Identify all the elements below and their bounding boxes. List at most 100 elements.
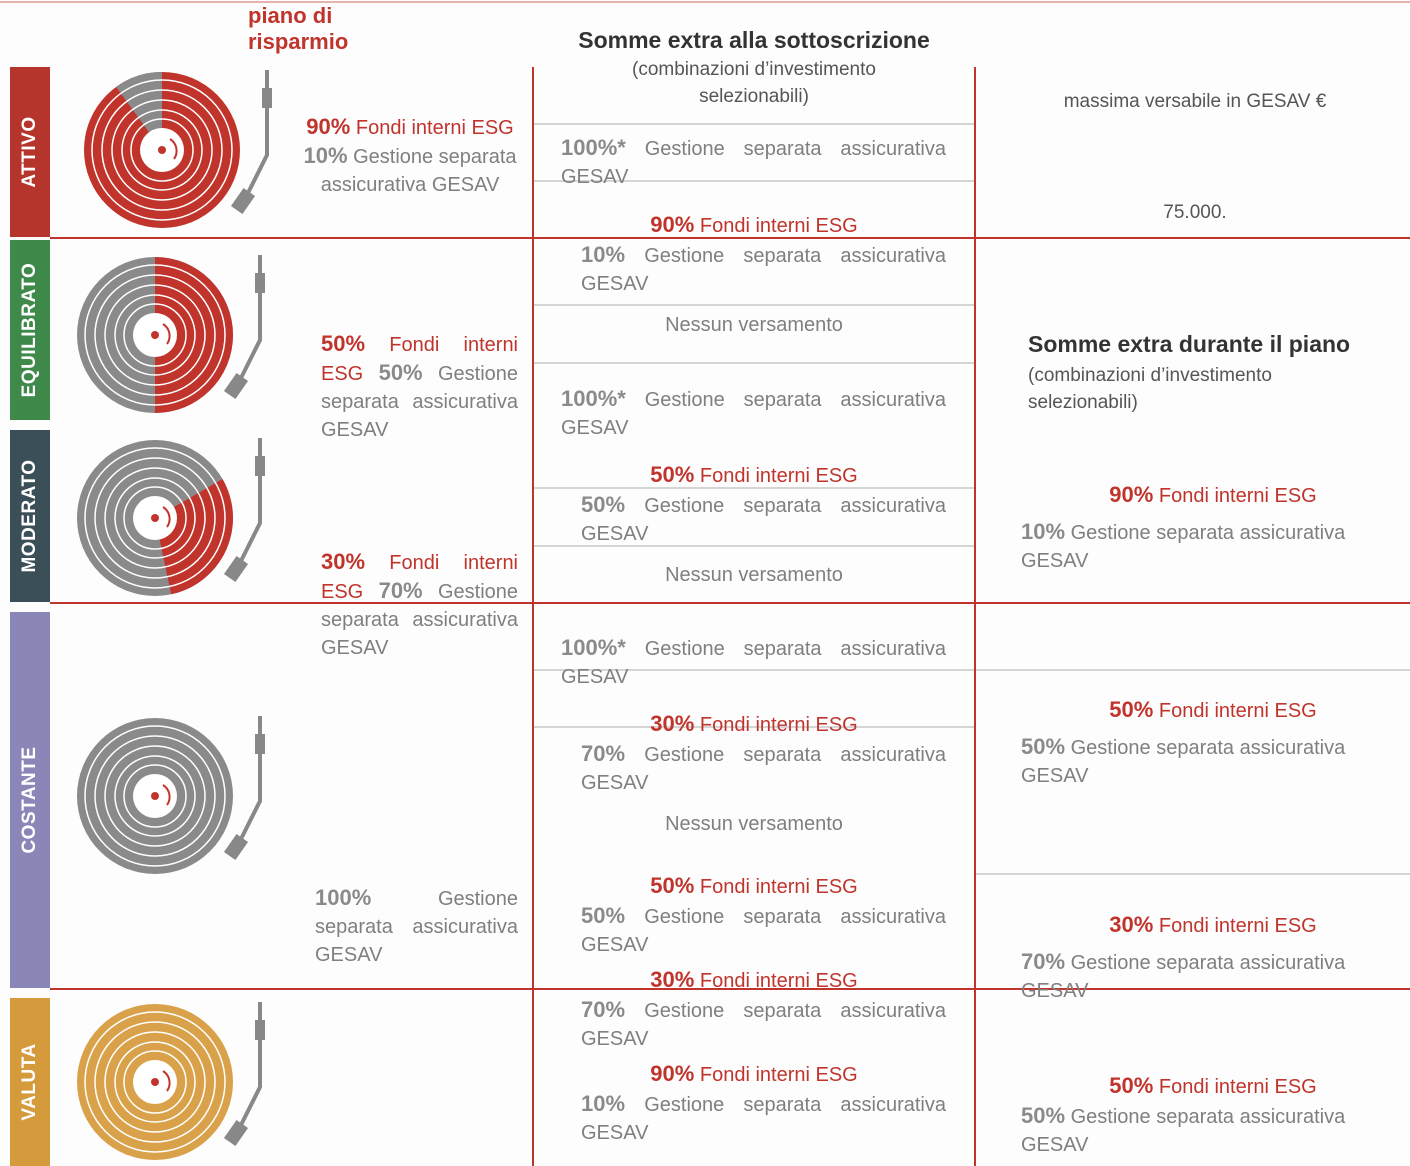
percentage: 100%* xyxy=(561,635,626,660)
allocation: 50% Gestione separata assicurativa GESAV xyxy=(1021,1102,1376,1159)
page: ATTIVO EQUILIBRATO MODERATO COSTANTE VALUTA p… xyxy=(0,0,1410,1166)
allocation-text: Fondi interni ESG xyxy=(700,876,858,898)
profile-bar: EQUILIBRATO xyxy=(10,240,50,420)
allocation-text: Fondi interni ESG xyxy=(700,465,858,487)
no-payment: Nessun versamento xyxy=(533,810,975,838)
percentage: 10% xyxy=(581,242,625,267)
allocation: 50% Fondi interni ESG xyxy=(1013,1072,1410,1101)
percentage: 70% xyxy=(1021,949,1065,974)
allocation-text: Fondi interni ESG xyxy=(1159,485,1317,507)
allocation: 30% Fondi interni ESG xyxy=(533,966,975,995)
percentage: 50% xyxy=(650,873,694,898)
allocation-text: Fondi interni ESG xyxy=(1159,915,1317,937)
allocation-text: Gestione separata assicurativa GESAV xyxy=(581,1000,946,1050)
percentage: 90% xyxy=(650,1061,694,1086)
allocation-text: Gestione separata assicurativa GESAV xyxy=(1021,522,1345,572)
percentage: 10% xyxy=(581,1091,625,1116)
allocation-text: Gestione separata assicurativa GESAV xyxy=(581,495,946,545)
allocation: 100%* Gestione separata assicurativa GES… xyxy=(561,134,946,191)
piano-label: piano di risparmio xyxy=(248,3,373,55)
allocation: 50% Gestione separata assicurativa GESAV xyxy=(1021,733,1376,790)
profile-bar: ATTIVO xyxy=(10,67,50,237)
allocation-text: Gestione separata assicurativa GESAV xyxy=(1021,737,1345,787)
percentage: 50% xyxy=(1021,734,1065,759)
percentage: 50% xyxy=(321,331,365,356)
percentage: 50% xyxy=(1109,697,1153,722)
allocation-text: Gestione separata assicurativa GESAV xyxy=(581,245,946,295)
allocation: 100%* Gestione separata assicurativa GES… xyxy=(561,634,946,691)
percentage: 10% xyxy=(1021,519,1065,544)
percentage: 10% xyxy=(303,143,347,168)
percentage: 30% xyxy=(650,711,694,736)
allocation: 10% Gestione separata assicurativa GESAV xyxy=(1021,518,1376,575)
allocation-text: Gestione separata assicurativa GESAV xyxy=(321,146,517,196)
max-value: 75.000. xyxy=(985,199,1405,227)
column-title: Somme extra durante il piano xyxy=(1028,330,1398,358)
percentage: 70% xyxy=(581,741,625,766)
max-label: massima versabile in GESAV € xyxy=(985,88,1405,116)
allocation-text: Gestione separata assicurativa GESAV xyxy=(581,744,946,794)
allocation: 90% Fondi interni ESG xyxy=(533,1060,975,1089)
allocation: 90% Fondi interni ESG xyxy=(1013,481,1410,510)
percentage: 100%* xyxy=(561,135,626,160)
allocation: 50% Fondi interni ESG xyxy=(533,461,975,490)
allocation: 50% Gestione separata assicurativa GESAV xyxy=(581,491,946,548)
percentage: 50% xyxy=(1109,1073,1153,1098)
percentage: 30% xyxy=(1109,912,1153,937)
profile-label: MODERATO xyxy=(19,459,41,572)
allocation: 100%* Gestione separata assicurativa GES… xyxy=(561,385,946,442)
no-payment: Nessun versamento xyxy=(533,311,975,339)
percentage: 50% xyxy=(379,360,423,385)
allocation-text: Gestione separata assicurativa GESAV xyxy=(1021,1106,1345,1156)
allocation-text: Fondi interni ESG xyxy=(700,970,858,992)
no-payment: Nessun versamento xyxy=(533,561,975,589)
percentage: 90% xyxy=(306,114,350,139)
percentage: 50% xyxy=(581,492,625,517)
allocation: 70% Gestione separata assicurativa GESAV xyxy=(1021,948,1376,1005)
allocation-text: Fondi interni ESG xyxy=(700,215,858,237)
allocation-text: Fondi interni ESG xyxy=(700,714,858,736)
percentage: 90% xyxy=(1109,482,1153,507)
allocation: 90% Fondi interni ESG 10% Gestione separ… xyxy=(300,113,520,199)
column-title: Somme extra alla sottoscrizione xyxy=(533,26,975,54)
allocation: 10% Gestione separata assicurativa GESAV xyxy=(581,241,946,298)
allocation-text: Fondi interni ESG xyxy=(356,117,514,139)
column-subtitle: (combinazioni d’investimento selezionabi… xyxy=(1028,362,1328,416)
percentage: 30% xyxy=(321,549,365,574)
percentage: 100% xyxy=(315,885,371,910)
allocation-text: Gestione separata assicurativa GESAV xyxy=(1021,952,1345,1002)
allocation: 70% Gestione separata assicurativa GESAV xyxy=(581,740,946,797)
percentage: 90% xyxy=(650,212,694,237)
allocation: 100% Gestione separata assicurativa GESA… xyxy=(315,884,518,969)
allocation: 50% Gestione separata assicurativa GESAV xyxy=(581,902,946,959)
allocation-text: Gestione separata assicurativa GESAV xyxy=(581,906,946,956)
profile-bar: VALUTA xyxy=(10,998,50,1166)
allocation-text: Gestione separata assicurativa GESAV xyxy=(581,1094,946,1144)
allocation: 10% Gestione separata assicurativa GESAV xyxy=(581,1090,946,1147)
profile-label: EQUILIBRATO xyxy=(19,263,41,398)
column-subtitle: (combinazioni d’investimento selezionabi… xyxy=(604,56,904,110)
allocation: 30% Fondi interni ESG xyxy=(1013,911,1410,940)
allocation-text: Fondi interni ESG xyxy=(1159,1076,1317,1098)
percentage: 100%* xyxy=(561,386,626,411)
profile-label: ATTIVO xyxy=(19,116,41,187)
allocation: 30% Fondi interni ESG xyxy=(533,710,975,739)
profile-bar: COSTANTE xyxy=(10,612,50,988)
percentage: 70% xyxy=(581,997,625,1022)
profile-bar: MODERATO xyxy=(10,430,50,602)
allocation: 50% Fondi interni ESG xyxy=(533,872,975,901)
percentage: 30% xyxy=(650,967,694,992)
allocation: 50% Fondi interni ESG xyxy=(1013,696,1410,725)
percentage: 50% xyxy=(581,903,625,928)
percentage: 50% xyxy=(1021,1103,1065,1128)
profile-label: COSTANTE xyxy=(19,746,41,853)
allocation: 90% Fondi interni ESG xyxy=(533,211,975,240)
allocation: 50% Fondi interni ESG 50% Gestione separ… xyxy=(321,330,518,444)
allocation: 30% Fondi interni ESG 70% Gestione separ… xyxy=(321,548,518,662)
percentage: 50% xyxy=(650,462,694,487)
allocation-text: Fondi interni ESG xyxy=(1159,700,1317,722)
profile-label: VALUTA xyxy=(19,1043,41,1120)
allocation: 70% Gestione separata assicurativa GESAV xyxy=(581,996,946,1053)
percentage: 70% xyxy=(379,578,423,603)
allocation-text: Fondi interni ESG xyxy=(700,1064,858,1086)
